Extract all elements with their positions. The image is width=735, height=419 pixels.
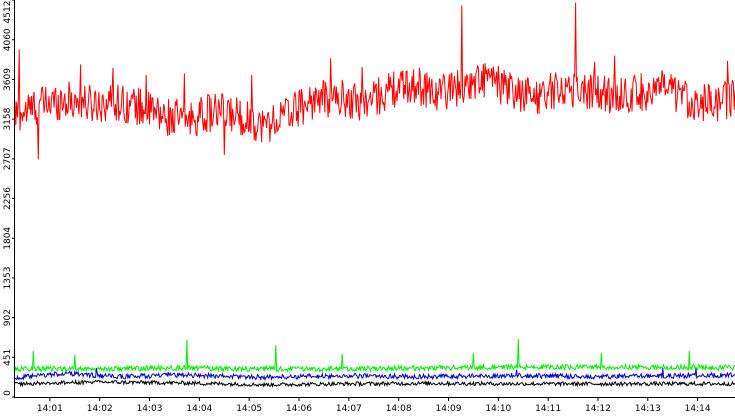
y-tick-label: 1804: [3, 227, 13, 250]
y-tick-label: 2707: [3, 147, 13, 170]
series-red-line: [14, 2, 735, 160]
series-green-line: [14, 338, 735, 373]
y-tick-label: 4060: [3, 28, 13, 51]
x-tick-label: 14:14: [685, 404, 711, 414]
series-black-line: [14, 378, 735, 388]
y-tick-label: 3609: [3, 68, 13, 91]
x-tick-label: 14:13: [635, 404, 661, 414]
x-tick-label: 14:06: [286, 404, 312, 414]
x-tick-label: 14:12: [585, 404, 611, 414]
x-tick-label: 14:11: [535, 404, 561, 414]
x-tick-label: 14:01: [37, 404, 63, 414]
x-tick-label: 14:10: [485, 404, 511, 414]
y-tick-label: 2256: [3, 187, 13, 210]
series-layer: [14, 2, 735, 388]
y-tick-label: 451: [3, 349, 13, 366]
y-tick-label: 4512: [3, 1, 13, 24]
x-tick-label: 14:09: [436, 404, 462, 414]
x-tick-label: 14:07: [336, 404, 362, 414]
x-tick-label: 14:03: [137, 404, 163, 414]
x-tick-label: 14:08: [386, 404, 412, 414]
y-tick-label: 902: [3, 309, 13, 326]
x-tick-label: 14:05: [236, 404, 262, 414]
axes-layer: 0 451 902 1353 1804 2256 2707 3158 3609 4060 4512 1…: [3, 0, 735, 414]
x-tick-label: 14:02: [87, 404, 113, 414]
y-tick-label: 0: [3, 390, 13, 396]
series-blue-line: [14, 367, 735, 382]
y-tick-label: 3158: [3, 107, 13, 130]
y-tick-label: 1353: [3, 267, 13, 290]
x-tick-label: 14:04: [186, 404, 212, 414]
